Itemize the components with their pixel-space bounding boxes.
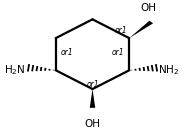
Text: or1: or1 <box>86 80 99 89</box>
Text: OH: OH <box>140 3 156 13</box>
Polygon shape <box>129 21 153 38</box>
Text: or1: or1 <box>115 26 127 34</box>
Text: or1: or1 <box>61 48 73 57</box>
Text: NH$_2$: NH$_2$ <box>158 63 179 77</box>
Text: or1: or1 <box>112 48 124 57</box>
Polygon shape <box>90 89 95 108</box>
Text: H$_2$N: H$_2$N <box>4 63 26 77</box>
Text: OH: OH <box>85 119 100 128</box>
